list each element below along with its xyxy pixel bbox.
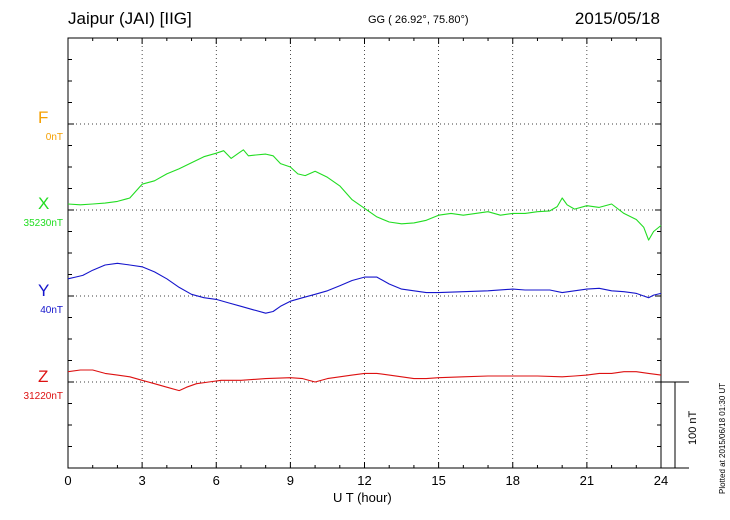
series-lines (67, 149, 662, 392)
series-x-line (67, 149, 662, 241)
station-coordinates: GG ( 26.92°, 75.80°) (368, 14, 469, 26)
x-tick-label-9: 9 (287, 473, 294, 488)
label-y: Y (38, 281, 50, 300)
x-tick-label-24: 24 (654, 473, 668, 488)
series-z-line (67, 369, 662, 392)
x-tick-label-15: 15 (431, 473, 445, 488)
baseline-x: 35230nT (23, 218, 63, 229)
x-tick-label-0: 0 (64, 473, 71, 488)
axis-ticks (67, 37, 662, 469)
label-z: Z (38, 367, 49, 386)
x-axis-title: U T (hour) (333, 490, 392, 505)
x-tick-label-6: 6 (213, 473, 220, 488)
baseline-f: 0nT (45, 132, 63, 143)
series-y-line (67, 262, 662, 314)
label-f: F (38, 108, 49, 127)
x-tick-label-12: 12 (357, 473, 371, 488)
scale-bar (661, 381, 689, 469)
baseline-y: 40nT (40, 305, 63, 316)
x-tick-label-18: 18 (506, 473, 520, 488)
axis-labels: 0 3 6 9 12 15 18 21 24 (64, 473, 668, 488)
label-x: X (38, 194, 50, 213)
x-tick-label-3: 3 (139, 473, 146, 488)
baseline-z: 31220nT (23, 391, 63, 402)
grid (68, 38, 661, 468)
station-title: Jaipur (JAI) [IIG] (68, 9, 192, 28)
plot-date: 2015/05/18 (574, 9, 660, 28)
plot-timestamp-note: Plotted at 2015/06/18 01:30 UT (718, 382, 727, 494)
scale-bar-label: 100 nT (687, 410, 699, 445)
x-tick-label-21: 21 (580, 473, 594, 488)
